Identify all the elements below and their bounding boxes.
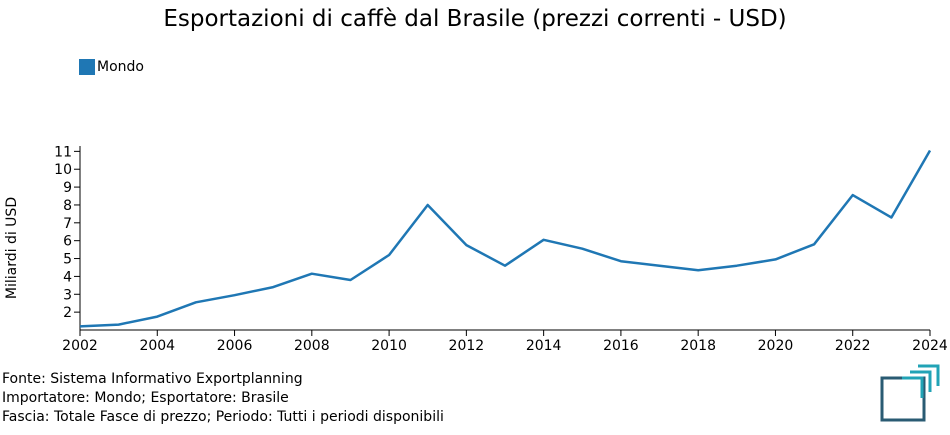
x-tick-label: 2010 [371, 338, 407, 354]
footer-importer: Importatore: Mondo; Esportatore: Brasile [2, 390, 289, 406]
x-tick-label: 2022 [835, 338, 871, 354]
chart-title: Esportazioni di caffè dal Brasile (prezz… [163, 6, 787, 32]
y-tick-label: 5 [63, 252, 72, 268]
y-axis-label: Miliardi di USD [4, 197, 20, 299]
x-tick-label: 2018 [680, 338, 716, 354]
x-tick-label: 2020 [758, 338, 794, 354]
series-line-mondo [79, 149, 932, 328]
x-tick-label: 2006 [217, 338, 253, 354]
y-tick-label: 2 [63, 305, 72, 321]
y-tick-label: 9 [63, 180, 72, 196]
x-tick-label: 2024 [912, 338, 948, 354]
legend-label: Mondo [97, 59, 144, 75]
y-tick-label: 3 [63, 287, 72, 303]
y-tick-label: 10 [54, 162, 72, 178]
legend-swatch [79, 59, 95, 75]
y-tick-label: 11 [54, 144, 72, 160]
x-tick-label: 2004 [139, 338, 175, 354]
x-tick-label: 2016 [603, 338, 639, 354]
y-tick-label: 6 [63, 234, 72, 250]
legend: Mondo [79, 59, 144, 75]
y-tick-label: 7 [63, 216, 72, 232]
y-tick-label: 4 [63, 269, 72, 285]
x-tick-label: 2012 [449, 338, 485, 354]
x-tick-label: 2008 [294, 338, 330, 354]
footer-source: Fonte: Sistema Informativo Exportplannin… [2, 371, 303, 387]
footer-range: Fascia: Totale Fasce di prezzo; Periodo:… [2, 409, 444, 425]
chart-footer: Fonte: Sistema Informativo Exportplannin… [2, 370, 444, 427]
x-tick-label: 2002 [62, 338, 98, 354]
x-tick-label: 2014 [526, 338, 562, 354]
y-tick-label: 8 [63, 198, 72, 214]
exportplanning-logo [880, 364, 940, 422]
